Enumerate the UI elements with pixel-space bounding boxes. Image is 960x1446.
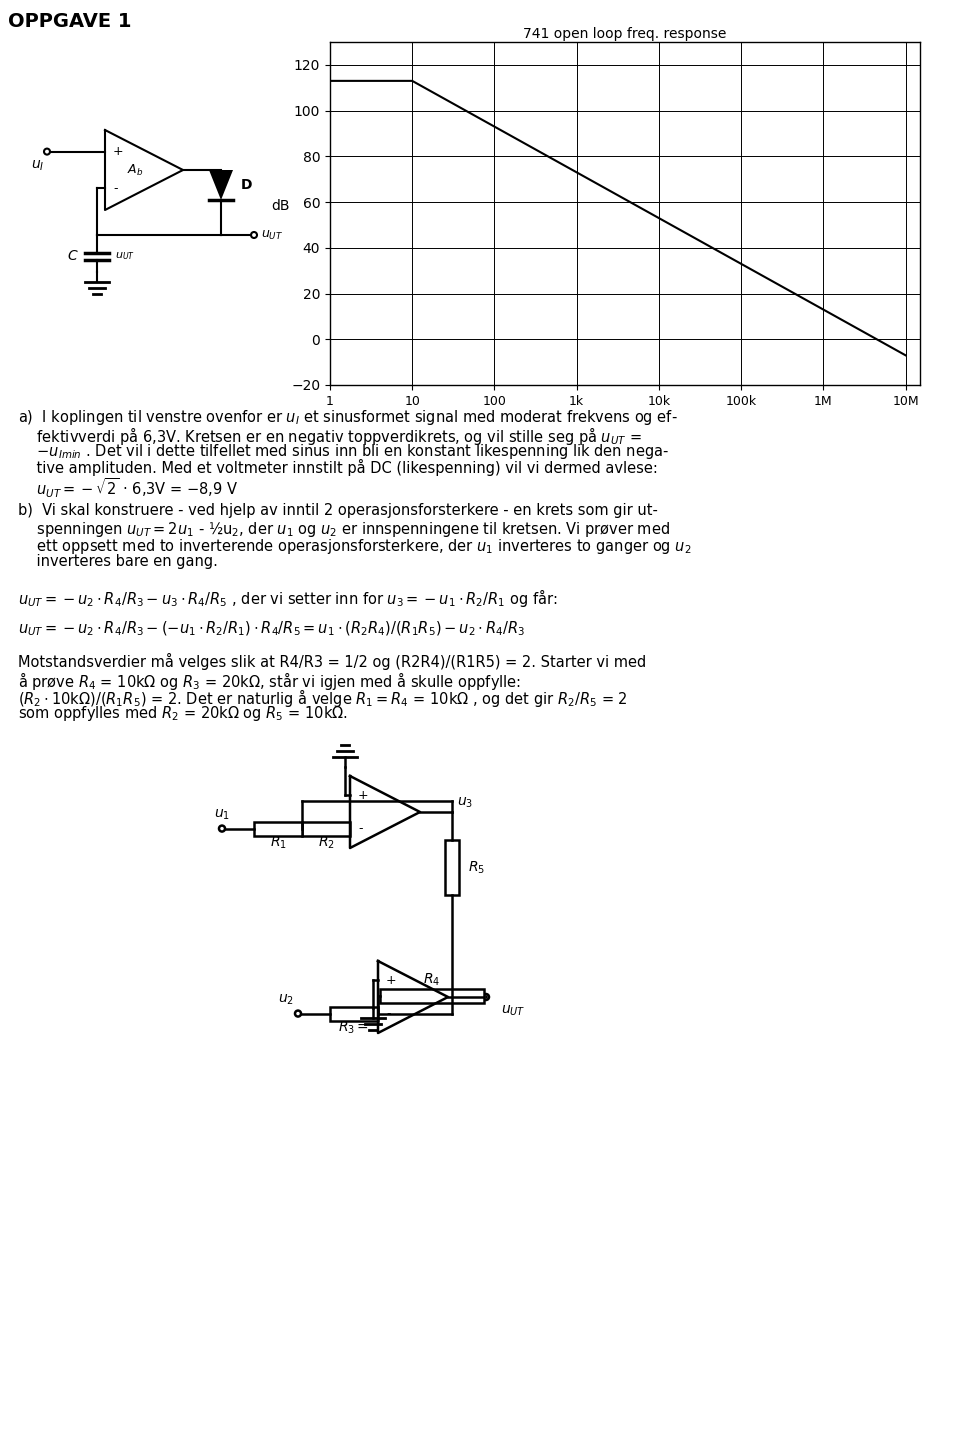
Text: $u_I$: $u_I$ xyxy=(32,159,45,174)
Text: $R_2$: $R_2$ xyxy=(318,834,334,850)
Text: $A_b$: $A_b$ xyxy=(127,162,143,178)
Bar xyxy=(302,821,350,836)
Text: $R_3 =$: $R_3 =$ xyxy=(339,1019,370,1035)
Text: OPPGAVE 1: OPPGAVE 1 xyxy=(8,12,132,30)
Text: $u_{UT} = - u_2\cdot R_4/R_3-(-u_1\cdot R_2/R_1)\cdot R_4/R_5 = u_1\cdot (R_2 R_: $u_{UT} = - u_2\cdot R_4/R_3-(-u_1\cdot … xyxy=(18,620,525,638)
Text: -: - xyxy=(386,1006,391,1019)
Text: +: + xyxy=(386,975,396,988)
Text: -: - xyxy=(358,823,363,834)
Text: å prøve $R_4$ = 10kΩ og $R_3$ = 20kΩ, står vi igjen med å skulle oppfylle:: å prøve $R_4$ = 10kΩ og $R_3$ = 20kΩ, st… xyxy=(18,669,521,693)
Text: $R_5$: $R_5$ xyxy=(468,859,485,876)
Text: b)  Vi skal konstruere - ved hjelp av inntil 2 operasjonsforsterkere - en krets : b) Vi skal konstruere - ved hjelp av inn… xyxy=(18,503,658,518)
Text: +: + xyxy=(113,145,124,158)
Text: som oppfylles med $R_2$ = 20kΩ og $R_5$ = 10kΩ.: som oppfylles med $R_2$ = 20kΩ og $R_5$ … xyxy=(18,704,348,723)
Text: +: + xyxy=(358,790,369,803)
Text: -: - xyxy=(113,182,117,195)
Y-axis label: dB: dB xyxy=(271,200,289,214)
Bar xyxy=(254,821,302,836)
Text: tive amplituden. Med et voltmeter innstilt på DC (likespenning) vil vi dermed av: tive amplituden. Med et voltmeter innsti… xyxy=(18,458,658,476)
Bar xyxy=(445,840,459,895)
Text: D: D xyxy=(241,178,252,192)
Polygon shape xyxy=(209,171,233,200)
Text: $u_{UT}$: $u_{UT}$ xyxy=(261,228,283,241)
Text: fektivverdi på 6,3V. Kretsen er en negativ toppverdikrets, og vil stille seg på : fektivverdi på 6,3V. Kretsen er en negat… xyxy=(18,425,641,447)
Bar xyxy=(330,1006,378,1021)
Text: inverteres bare en gang.: inverteres bare en gang. xyxy=(18,554,218,568)
Text: $R_4$: $R_4$ xyxy=(423,972,441,988)
Text: $u_2$: $u_2$ xyxy=(278,992,294,1006)
Text: $R_1$: $R_1$ xyxy=(270,834,286,850)
Text: Motstandsverdier må velges slik at R4/R3 = 1/2 og (R2R4)/(R1R5) = 2. Starter vi : Motstandsverdier må velges slik at R4/R3… xyxy=(18,654,646,669)
Text: $u_1$: $u_1$ xyxy=(214,807,230,821)
Bar xyxy=(380,989,484,1002)
Text: spenningen $u_{UT} = 2u_1$ - ½u$_2$, der $u_1$ og $u_2$ er innspenningene til kr: spenningen $u_{UT} = 2u_1$ - ½u$_2$, der… xyxy=(18,521,670,539)
Title: 741 open loop freq. response: 741 open loop freq. response xyxy=(523,27,727,40)
Text: $u_{UT} = - u_2\cdot R_4/R_3 - u_3\cdot R_4/R_5$ , der vi setter inn for $u_3 = : $u_{UT} = - u_2\cdot R_4/R_3 - u_3\cdot … xyxy=(18,587,558,609)
Text: ett oppsett med to inverterende operasjonsforsterkere, der $u_1$ inverteres to g: ett oppsett med to inverterende operasjo… xyxy=(18,536,691,557)
Text: C: C xyxy=(67,249,77,263)
Text: $u_{UT}$: $u_{UT}$ xyxy=(501,1004,525,1018)
Text: $-u_{Imin}$ . Det vil i dette tilfellet med sinus inn bli en konstant likespenni: $-u_{Imin}$ . Det vil i dette tilfellet … xyxy=(18,442,669,461)
Text: $u_3$: $u_3$ xyxy=(457,795,473,810)
Text: $u_{UT}$: $u_{UT}$ xyxy=(115,250,135,262)
Text: $(R_2\cdot$10k$\Omega)/(R_1 R_5)$ = 2. Det er naturlig å velge $R_1 = R_4$ = 10k: $(R_2\cdot$10k$\Omega)/(R_1 R_5)$ = 2. D… xyxy=(18,687,628,709)
Text: $u_{UT} = -\sqrt{2}$ · 6,3V = −8,9 V: $u_{UT} = -\sqrt{2}$ · 6,3V = −8,9 V xyxy=(18,476,238,499)
Text: a)  I koplingen til venstre ovenfor er $u_I$ et sinusformet signal med moderat f: a) I koplingen til venstre ovenfor er $u… xyxy=(18,408,678,427)
